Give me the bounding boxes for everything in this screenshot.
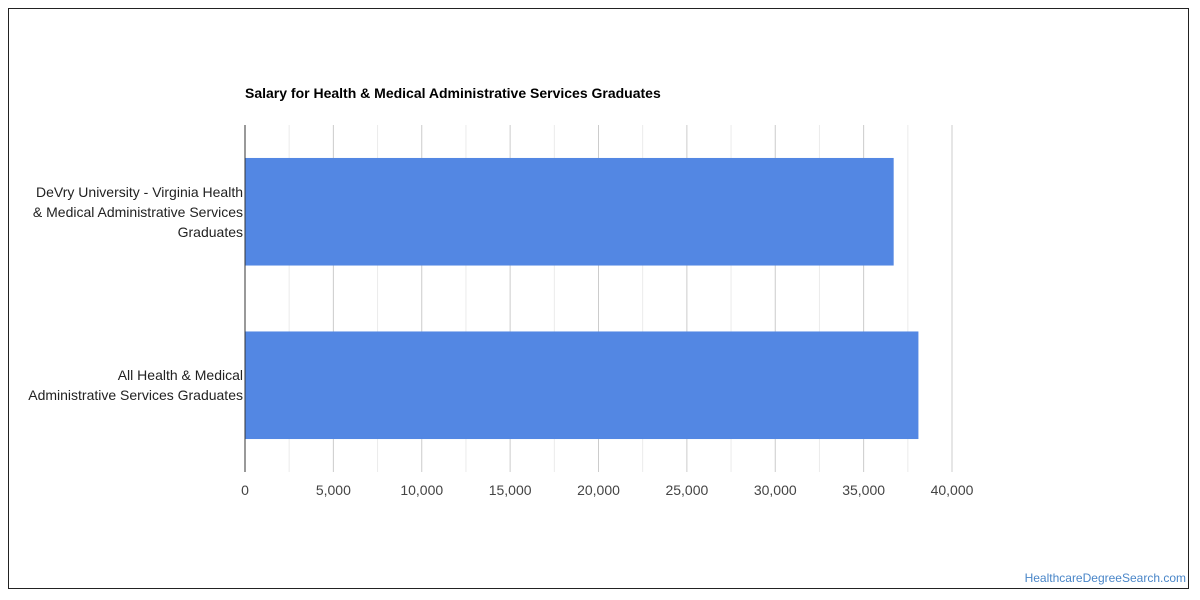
x-tick-label: 20,000 — [577, 482, 620, 498]
y-category-label: All Health & Medical Administrative Servi… — [3, 365, 243, 405]
x-tick-label: 35,000 — [842, 482, 885, 498]
x-tick-label: 25,000 — [665, 482, 708, 498]
category-label-line: DeVry University - Virginia Health — [36, 183, 243, 200]
x-tick-label: 15,000 — [489, 482, 532, 498]
y-category-label: DeVry University - Virginia Health & Medi… — [3, 182, 243, 242]
x-tick-label: 5,000 — [316, 482, 351, 498]
bar[interactable] — [245, 157, 894, 266]
x-tick-label: 30,000 — [754, 482, 797, 498]
x-tick-label: 10,000 — [400, 482, 443, 498]
category-label-line: & Medical Administrative Services — [32, 203, 243, 220]
category-label-line: Administrative Services Graduates — [28, 387, 243, 404]
category-label-line: All Health & Medical — [117, 367, 243, 384]
x-tick-label: 0 — [241, 482, 249, 498]
x-tick-labels: 0 5,000 10,000 15,000 20,000 25,000 30,000 35,0… — [241, 482, 974, 498]
chart-title: Salary for Health & Medical Administrati… — [245, 85, 661, 101]
bar[interactable] — [245, 331, 919, 440]
watermark: HealthcareDegreeSearch.com — [1024, 571, 1186, 585]
bars — [245, 157, 919, 440]
x-tick-label: 40,000 — [931, 482, 974, 498]
category-label-line: Graduates — [177, 223, 243, 240]
